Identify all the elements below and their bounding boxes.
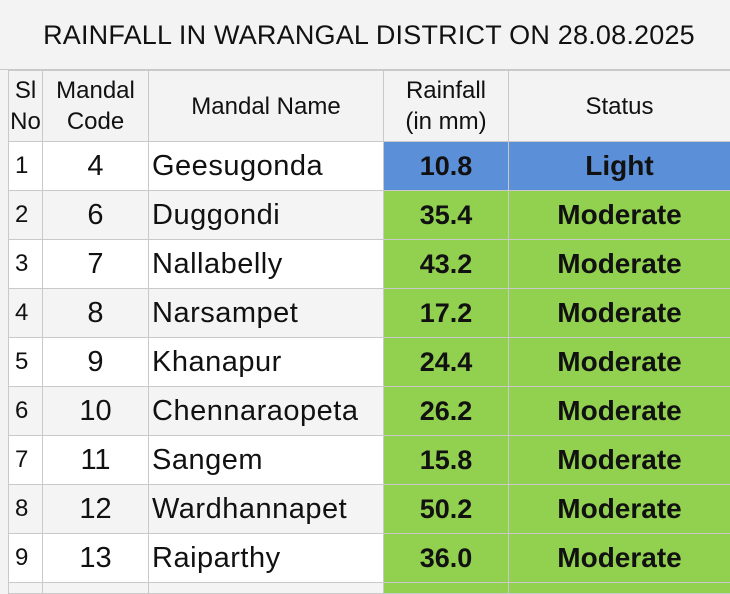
cell-mandal-name: Nallabelly xyxy=(149,240,384,289)
cell-mandal-name: Narsampet xyxy=(149,289,384,338)
header-code-line1: Mandal xyxy=(56,77,135,104)
table-row: 3 7 Nallabelly 43.2 Moderate xyxy=(9,240,730,289)
cell-status: Moderate xyxy=(509,289,730,338)
cell-sl-no: 9 xyxy=(9,534,43,583)
header-sl-no: Sl No xyxy=(9,71,43,142)
cell-mandal-code: 11 xyxy=(43,436,149,485)
cell-mandal-code: 13 xyxy=(43,534,149,583)
cell-mandal-name: Geesugonda xyxy=(149,142,384,191)
cell-rainfall: 35.4 xyxy=(384,191,509,240)
cell-sl-no: 2 xyxy=(9,191,43,240)
cell-sl-no: 3 xyxy=(9,240,43,289)
rainfall-table: Sl No Mandal Code Mandal Name Rainfall (… xyxy=(8,70,730,594)
cell-rainfall: 24.4 xyxy=(384,338,509,387)
cell-mandal-name: Raiparthy xyxy=(149,534,384,583)
cell-sl-no: 6 xyxy=(9,387,43,436)
cell-mandal-code: 9 xyxy=(43,338,149,387)
cell-mandal-name: Chennaraopeta xyxy=(149,387,384,436)
cell-status: Moderate xyxy=(509,534,730,583)
table-row: 4 8 Narsampet 17.2 Moderate xyxy=(9,289,730,338)
header-mandal-code: Mandal Code xyxy=(43,71,149,142)
cell-mandal-name: Wardhannapet xyxy=(149,485,384,534)
cell-rainfall: 50.2 xyxy=(384,485,509,534)
cell-rainfall: 26.2 xyxy=(384,387,509,436)
cell-sl-no: 7 xyxy=(9,436,43,485)
table-row: 8 12 Wardhannapet 50.2 Moderate xyxy=(9,485,730,534)
cell-mandal-name xyxy=(149,583,384,594)
table-row: 9 13 Raiparthy 36.0 Moderate xyxy=(9,534,730,583)
cell-status: Moderate xyxy=(509,485,730,534)
header-sl-line1: Sl xyxy=(15,77,36,104)
cell-mandal-code: 12 xyxy=(43,485,149,534)
header-mandal-name: Mandal Name xyxy=(149,71,384,142)
cell-status xyxy=(509,583,730,594)
cell-status: Moderate xyxy=(509,191,730,240)
table-row: 2 6 Duggondi 35.4 Moderate xyxy=(9,191,730,240)
cell-sl-no: 5 xyxy=(9,338,43,387)
cell-status: Moderate xyxy=(509,387,730,436)
cell-sl-no xyxy=(9,583,43,594)
header-rainfall: Rainfall (in mm) xyxy=(384,71,509,142)
cell-mandal-code xyxy=(43,583,149,594)
table-row: 1 4 Geesugonda 10.8 Light xyxy=(9,142,730,191)
table-row: 6 10 Chennaraopeta 26.2 Moderate xyxy=(9,387,730,436)
cell-mandal-name: Sangem xyxy=(149,436,384,485)
table-body: 1 4 Geesugonda 10.8 Light 2 6 Duggondi 3… xyxy=(9,142,730,594)
header-rain-line1: Rainfall xyxy=(406,77,486,104)
cell-status: Moderate xyxy=(509,240,730,289)
table-row: 5 9 Khanapur 24.4 Moderate xyxy=(9,338,730,387)
cell-mandal-code: 7 xyxy=(43,240,149,289)
header-sl-line2: No xyxy=(10,108,41,135)
header-code-line2: Code xyxy=(67,108,124,135)
cell-rainfall: 43.2 xyxy=(384,240,509,289)
cell-sl-no: 4 xyxy=(9,289,43,338)
cell-mandal-name: Khanapur xyxy=(149,338,384,387)
cell-status: Light xyxy=(509,142,730,191)
cell-sl-no: 1 xyxy=(9,142,43,191)
table-header-row: Sl No Mandal Code Mandal Name Rainfall (… xyxy=(9,71,730,142)
cell-rainfall: 36.0 xyxy=(384,534,509,583)
cell-rainfall: 10.8 xyxy=(384,142,509,191)
table-row-cropped xyxy=(9,583,730,594)
cell-mandal-code: 4 xyxy=(43,142,149,191)
cell-rainfall: 15.8 xyxy=(384,436,509,485)
page-title: RAINFALL IN WARANGAL DISTRICT ON 28.08.2… xyxy=(8,0,730,70)
cell-rainfall xyxy=(384,583,509,594)
cell-mandal-code: 6 xyxy=(43,191,149,240)
cell-status: Moderate xyxy=(509,436,730,485)
table-row: 7 11 Sangem 15.8 Moderate xyxy=(9,436,730,485)
cell-sl-no: 8 xyxy=(9,485,43,534)
header-rain-line2: (in mm) xyxy=(405,108,486,135)
cell-rainfall: 17.2 xyxy=(384,289,509,338)
cell-mandal-code: 8 xyxy=(43,289,149,338)
header-status: Status xyxy=(509,71,730,142)
cell-mandal-code: 10 xyxy=(43,387,149,436)
cell-mandal-name: Duggondi xyxy=(149,191,384,240)
cell-status: Moderate xyxy=(509,338,730,387)
